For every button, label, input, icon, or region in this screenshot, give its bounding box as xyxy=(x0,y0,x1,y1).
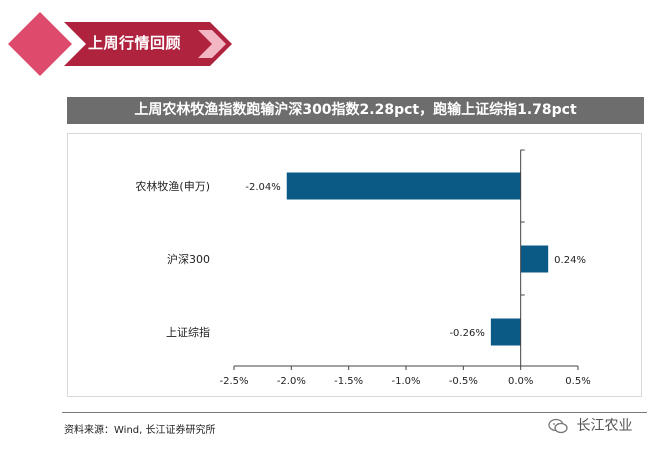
x-tick-label: -1.0% xyxy=(391,376,420,387)
x-tick-label: 0.5% xyxy=(565,376,590,387)
banner-chevron xyxy=(198,30,226,58)
section-title: 上周行情回顾 xyxy=(88,34,182,52)
x-tick-label: -2.0% xyxy=(277,376,306,387)
bar xyxy=(286,172,521,200)
x-tick-label: -1.5% xyxy=(334,376,363,387)
headline-text: 上周农林牧渔指数跑输沪深300指数2.28pct，跑输上证综指1.78pct xyxy=(134,102,577,118)
section-banner: 上周行情回顾 xyxy=(0,0,240,90)
x-tick-label: 0.0% xyxy=(508,376,533,387)
source-text: 资料来源：Wind, 长江证券研究所 xyxy=(64,425,216,436)
brand-mark: 长江农业 xyxy=(548,415,632,437)
wechat-icon xyxy=(548,418,568,434)
category-labels-layer: 农林牧渔(申万) 沪深300 上证综指 xyxy=(135,179,210,339)
data-labels-layer: -2.04% 0.24% -0.26% xyxy=(245,182,586,339)
banner-diamond xyxy=(8,12,72,76)
banner-ribbon xyxy=(64,22,232,66)
data-label: 0.24% xyxy=(554,255,586,266)
x-tick-label: -2.5% xyxy=(219,376,248,387)
bars-layer xyxy=(286,172,549,346)
x-tick-label: -0.5% xyxy=(449,376,478,387)
axis-layer: -2.5% -2.0% -1.5% -1.0% -0.5% 0.0% 0.5% xyxy=(219,149,591,387)
banner-decoration xyxy=(8,12,232,76)
chart-frame xyxy=(67,133,642,397)
data-label: -0.26% xyxy=(449,328,484,339)
footer-rule xyxy=(62,412,647,413)
bar xyxy=(520,245,549,273)
headline-bar: 上周农林牧渔指数跑输沪深300指数2.28pct，跑输上证综指1.78pct xyxy=(67,97,644,124)
category-label: 沪深300 xyxy=(167,252,210,266)
brand-name: 长江农业 xyxy=(576,418,633,434)
category-label: 上证综指 xyxy=(166,325,210,339)
bar xyxy=(490,318,521,346)
category-label: 农林牧渔(申万) xyxy=(135,179,210,193)
data-label: -2.04% xyxy=(245,182,280,193)
